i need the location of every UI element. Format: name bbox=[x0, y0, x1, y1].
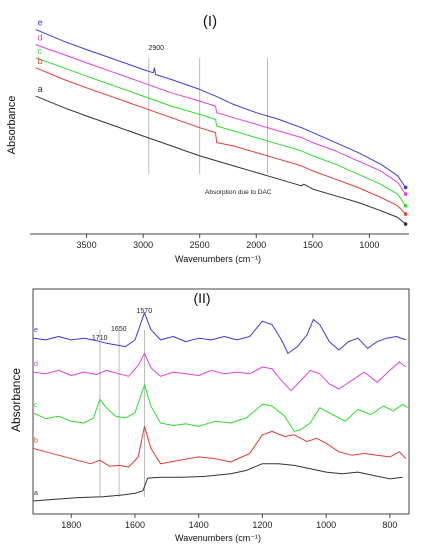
series-line-b bbox=[32, 425, 407, 468]
panel-1-tick-label: 2000 bbox=[246, 240, 266, 250]
panel-1-tick-label: 3500 bbox=[77, 240, 97, 250]
series-line-c bbox=[35, 57, 407, 207]
panel-1-tick-label: 2500 bbox=[190, 240, 210, 250]
series-line-a bbox=[35, 95, 406, 225]
panel-1-y-axis-label: Absorbance bbox=[6, 96, 18, 155]
series-end-point-d bbox=[403, 192, 408, 196]
panel-1-annotation-dac: Absorption due to DAC bbox=[205, 189, 272, 196]
series-label-e: e bbox=[34, 327, 38, 334]
series-end-point-c bbox=[403, 203, 408, 208]
panel-1-tick-label: 3000 bbox=[133, 240, 153, 250]
series-line-d bbox=[35, 44, 407, 195]
panel-2-tick-label: 800 bbox=[382, 520, 397, 530]
panel-2-annotation-1650: 1650 bbox=[111, 326, 127, 333]
panel-2-tick-label: 1600 bbox=[125, 520, 145, 530]
series-end-point-a bbox=[403, 222, 408, 226]
panel-2-series bbox=[32, 312, 408, 502]
panel-1-title: (I) bbox=[203, 13, 217, 30]
panel-1-series bbox=[35, 29, 408, 226]
series-label-e: e bbox=[38, 18, 43, 28]
series-label-d: d bbox=[34, 361, 38, 368]
series-label-d: d bbox=[38, 33, 43, 43]
series-line-a bbox=[32, 463, 403, 502]
series-label-c: c bbox=[34, 402, 38, 409]
series-line-e bbox=[35, 29, 407, 188]
panel-2-annotation-1710: 1710 bbox=[92, 335, 108, 342]
series-label-a: a bbox=[34, 490, 38, 497]
panel-1-x-axis-label: Wavenumbers (cm⁻¹) bbox=[175, 254, 261, 264]
panel-2-tick-label: 1800 bbox=[61, 520, 81, 530]
series-line-c bbox=[32, 384, 408, 432]
panel-2-title: (II) bbox=[193, 290, 210, 306]
series-end-point-b bbox=[403, 212, 408, 216]
panel-1-annotation-2900: 2900 bbox=[148, 45, 164, 52]
panel-1-x-ticks: 3500 3000 2500 2000 1500 1000 bbox=[77, 234, 379, 250]
panel-2-frame bbox=[32, 288, 410, 515]
series-label-b: b bbox=[38, 56, 43, 66]
series-label-a: a bbox=[38, 84, 43, 94]
series-label-c: c bbox=[38, 46, 43, 56]
panel-2-y-axis-label: Absorbance bbox=[9, 368, 23, 432]
panel-1-tick-label: 1500 bbox=[303, 240, 323, 250]
panel-2-series-labels: a b c d e bbox=[34, 327, 38, 497]
series-line-d bbox=[32, 352, 407, 392]
series-line-e bbox=[32, 312, 406, 354]
series-line-b bbox=[35, 67, 406, 215]
panel-2-x-axis-label: Wavenumbers (cm⁻¹) bbox=[175, 533, 261, 543]
panel-2-reference-lines bbox=[99, 330, 145, 497]
panel-2-tick-label: 1000 bbox=[316, 520, 336, 530]
panel-1-tick-label: 1000 bbox=[359, 240, 379, 250]
series-end-point-e bbox=[403, 185, 408, 190]
panel-2-x-ticks: 1800 1600 1400 1200 1000 800 bbox=[61, 514, 397, 530]
panel-2-tick-label: 1200 bbox=[252, 520, 272, 530]
panel-2-annotation-1570: 1570 bbox=[137, 308, 153, 315]
panel-2-tick-label: 1400 bbox=[189, 520, 209, 530]
series-label-b: b bbox=[34, 437, 38, 444]
